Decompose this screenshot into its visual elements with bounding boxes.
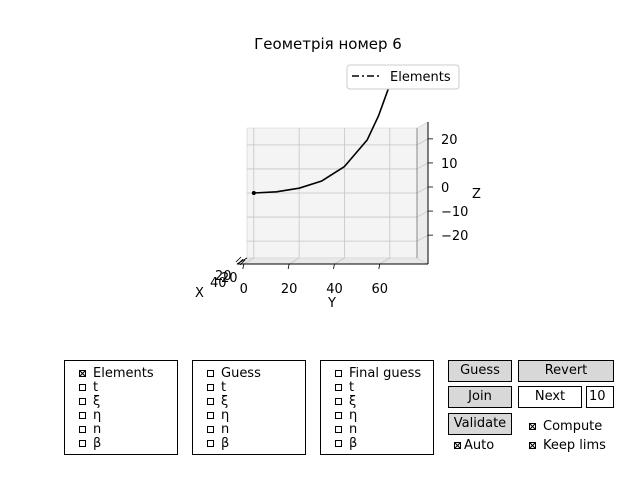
revert-button[interactable]: Revert	[518, 360, 614, 382]
next-button[interactable]: Next	[518, 386, 582, 408]
start-marker	[251, 191, 256, 195]
z-tick-label: 10	[441, 157, 458, 172]
y-tick-mark	[242, 263, 245, 270]
elements-curve	[253, 84, 391, 194]
checkbox-n[interactable]	[79, 426, 86, 433]
checkbox-xi[interactable]	[79, 398, 86, 405]
elements-panel: Elements t ξ η n β	[64, 360, 178, 455]
checkbox-xi[interactable]	[207, 398, 214, 405]
keep-lims-checkbox[interactable]	[529, 442, 536, 449]
validate-button[interactable]: Validate	[448, 413, 512, 435]
z-axis-label: Z	[472, 187, 481, 202]
checkbox-xi[interactable]	[335, 398, 342, 405]
y-tick-label: 40	[326, 282, 343, 297]
checkbox-eta[interactable]	[207, 412, 214, 419]
checkbox-beta[interactable]	[79, 440, 86, 447]
checkbox-t[interactable]	[207, 384, 214, 391]
next-count-input[interactable]: 10	[586, 386, 614, 408]
grid-line-side	[416, 210, 429, 218]
y-tick-label: 60	[372, 282, 389, 297]
z-tick-label: −10	[441, 205, 468, 220]
y-tick-label: 0	[240, 282, 248, 297]
grid-lines	[243, 128, 429, 265]
grid-line-floor	[243, 257, 255, 265]
guess-panel: Guess t ξ η n β	[192, 360, 306, 455]
grid-line-floor	[288, 257, 300, 265]
z-ticks: 20 10 0 −10 −20	[428, 133, 468, 244]
z-tick-label: −20	[441, 229, 468, 244]
y-tick-mark	[333, 263, 335, 270]
x-tick-label: 40	[210, 276, 227, 291]
y-tick-mark	[287, 263, 290, 270]
y-tick-mark	[378, 263, 381, 270]
checkbox-eta[interactable]	[79, 412, 86, 419]
legend-box	[346, 64, 460, 90]
auto-checkbox[interactable]	[454, 442, 461, 449]
figure-title: Геометрія номер 6	[254, 35, 402, 53]
x-axis-label: X	[195, 286, 204, 301]
grid-line-floor	[379, 257, 391, 265]
checkbox-n[interactable]	[207, 426, 214, 433]
checkbox-n[interactable]	[335, 426, 342, 433]
x-ticks: 20 40 20	[210, 256, 246, 291]
x-tick-label: 20	[215, 269, 232, 284]
floor-pane	[235, 257, 429, 265]
compute-checkbox[interactable]	[529, 423, 536, 430]
grid-line-side	[416, 162, 429, 170]
checkbox-elements[interactable]	[79, 370, 86, 377]
checkbox-guess[interactable]	[207, 370, 214, 377]
grid-line-side	[416, 138, 429, 146]
elements-series	[251, 84, 391, 195]
final-guess-panel: Final guess t ξ η n β	[320, 360, 434, 455]
legend-label: Elements	[390, 70, 451, 85]
y-axis-label: Y	[327, 296, 336, 311]
checkbox-beta[interactable]	[335, 440, 342, 447]
grid-line-side	[416, 186, 429, 194]
join-button[interactable]: Join	[448, 386, 512, 408]
checkbox-eta[interactable]	[335, 412, 342, 419]
x-tick-label: 20	[221, 271, 238, 286]
z-tick-label: 0	[441, 181, 449, 196]
checkbox-final-guess[interactable]	[335, 370, 342, 377]
checkbox-beta[interactable]	[207, 440, 214, 447]
checkbox-t[interactable]	[335, 384, 342, 391]
guess-button[interactable]: Guess	[448, 360, 512, 382]
y-tick-label: 20	[281, 282, 298, 297]
grid-line-floor	[334, 257, 345, 265]
y-ticks: 0 20 40 60	[240, 263, 389, 297]
side-pane	[416, 121, 429, 265]
checkbox-t[interactable]	[79, 384, 86, 391]
z-tick-label: 20	[441, 133, 458, 148]
legend: Elements	[346, 64, 460, 90]
grid-line-side	[416, 234, 429, 242]
